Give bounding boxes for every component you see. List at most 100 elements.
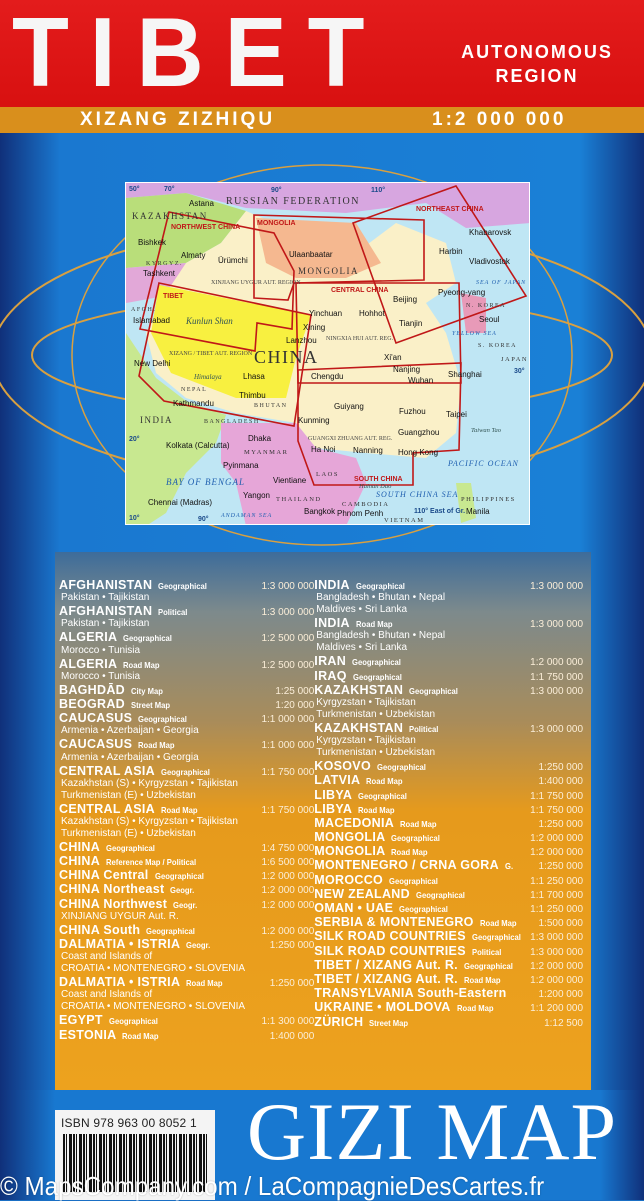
map-city-label: Tashkent <box>143 269 176 278</box>
catalog-title: CHINA Northwest <box>59 896 168 911</box>
catalog-item: MOROCCO Geographical 1:1 250 000 <box>314 873 583 887</box>
info-strip: XIZANG ZIZHIQU 1:2 000 000 <box>0 107 644 133</box>
catalog-item: EGYPT Geographical 1:1 300 000 <box>59 1013 314 1027</box>
overview-map: CHINA RUSSIAN FEDERATION KAZAKHSTAN MONGOLI… <box>125 182 530 525</box>
catalog-item: OMAN • UAE Geographical 1:1 250 000 <box>314 901 583 915</box>
catalog-scale: 1:4 750 000 <box>261 842 315 854</box>
label-box: MONGOLIA <box>257 220 296 227</box>
map-city-label: Hohhot <box>359 309 386 318</box>
catalog-type: Geographical <box>108 1016 158 1027</box>
catalog-type: Geographical <box>123 633 173 644</box>
catalog-coverage: Kyrgyzstan • Tajikistan <box>316 735 416 747</box>
land-philippines <box>456 483 476 523</box>
label-country: N. KOREA <box>466 303 506 309</box>
barcode <box>63 1134 207 1192</box>
map-city-label: Harbin <box>439 247 463 256</box>
catalog-title: BAGHDĀD <box>59 682 125 697</box>
catalog-item: LATVIA Road Map 1:400 000 <box>314 773 583 787</box>
label-country: LAOS <box>316 471 339 478</box>
coverage-boxes <box>138 185 528 486</box>
catalog-title: MACEDONIA <box>314 815 395 830</box>
box-northeast-china <box>351 185 528 345</box>
label-country: BHUTAN <box>254 403 288 409</box>
catalog-scale: 1:250 000 <box>269 978 315 990</box>
graticule-label: 10° <box>129 514 140 522</box>
catalog-item: DALMATIA • ISTRIA Road Map 1:250 000 Coast … <box>59 975 314 1013</box>
catalog-coverage: Turkmenistan (E) • Uzbekistan <box>61 827 196 839</box>
land-kazakhstan <box>126 193 246 268</box>
catalog-scale: 1:2 000 000 <box>261 871 315 883</box>
catalog-scale: 1:200 000 <box>538 989 584 1001</box>
map-city-label: Yangon <box>243 491 270 500</box>
catalog-type: Geogr. <box>170 885 195 896</box>
label-sea: SEA OF JAPAN <box>476 280 526 286</box>
label-box: NORTHWEST CHINA <box>171 224 240 231</box>
catalog-title: DALMATIA • ISTRIA <box>59 937 181 951</box>
catalog-coverage: Maldives • Sri Lanka <box>316 642 408 654</box>
map-city-label: Vladivostok <box>469 257 511 266</box>
catalog-scale: 1:250 000 <box>538 861 584 873</box>
catalog-type: Street Map <box>131 699 171 710</box>
label-country: KYRGYZ. <box>146 261 183 267</box>
label-region: NINGXIA HUI AUT. REG. <box>326 336 394 342</box>
local-name: XIZANG ZIZHIQU <box>80 109 276 130</box>
catalog-coverage: Bangladesh • Bhutan • Nepal <box>316 592 446 604</box>
header-band: TIBET AUTONOMOUS REGION <box>0 0 644 107</box>
catalog-title: SERBIA & MONTENEGRO <box>314 915 474 930</box>
catalog-title: MOROCCO <box>314 872 384 887</box>
catalog-title: EGYPT <box>59 1013 103 1028</box>
catalog-coverage: CROATIA • MONTENEGRO • SLOVENIA <box>61 963 246 975</box>
label-box: TIBET <box>163 293 184 300</box>
land-korea-japan <box>461 293 486 333</box>
map-city-label: Lanzhou <box>286 336 317 345</box>
map-city-label: Pyeong-yang <box>438 288 485 297</box>
catalog-title: KAZAKHSTAN <box>314 682 404 697</box>
catalog-title: ALGERIA <box>59 630 118 645</box>
catalog-coverage: CROATIA • MONTENEGRO • SLOVENIA <box>61 1001 246 1013</box>
catalog-item: DALMATIA • ISTRIA Geogr. 1:250 000 Coast an… <box>59 937 314 975</box>
catalog-type: Geographical <box>106 842 155 853</box>
catalog-title: NEW ZEALAND <box>314 886 410 901</box>
catalog-coverage: Armenia • Azerbaijan • Georgia <box>61 751 199 763</box>
catalog-coverage: Turkmenistan • Uzbekistan <box>316 747 436 759</box>
catalog-type: Geographical <box>471 932 521 943</box>
map-city-label: Lhasa <box>243 372 265 381</box>
catalog-title: TRANSYLVANIA South-Eastern <box>314 986 507 1001</box>
catalog-scale: 1:12 500 <box>544 1017 583 1029</box>
watermark: © MapsCompany.com / LaCompagnieDesCartes… <box>0 1171 545 1201</box>
catalog-item: TRANSYLVANIA South-Eastern 1:200 000 <box>314 986 583 1000</box>
label-feature: Himalaya <box>193 373 222 381</box>
catalog-item: MONGOLIA Geographical 1:2 000 000 <box>314 830 583 844</box>
graticule-label: 90° <box>198 515 209 523</box>
catalog-item: CHINA South Geographical 1:2 000 000 <box>59 923 314 937</box>
publisher-logo: GIZI MAP <box>246 1086 618 1177</box>
label-sea: BAY OF BENGAL <box>166 477 245 487</box>
catalog-item: IRAQ Geographical 1:1 750 000 <box>314 669 583 683</box>
catalog-scale: 1:1 700 000 <box>530 889 583 901</box>
box-mongolia <box>253 214 425 301</box>
catalog-title: CENTRAL ASIA <box>59 801 155 816</box>
catalog-item: ALGERIA Road Map 1:2 500 000 Morocco • Tuni… <box>59 657 314 683</box>
map-city-label: Vientiane <box>273 476 307 485</box>
catalog-scale: 1:1 750 000 <box>530 804 583 816</box>
catalog-type: Geographical <box>158 581 208 591</box>
label-country: CAMBODIA <box>342 501 389 508</box>
map-city-label: Xining <box>303 323 325 332</box>
catalog-scale: 1:1 000 000 <box>261 714 315 726</box>
catalog-type: Geographical <box>146 925 196 936</box>
label-sea: YELLOW SEA <box>452 331 497 337</box>
label-country: MONGOLIA <box>298 266 359 276</box>
catalog-type: Geographical <box>463 960 513 971</box>
catalog-item: CHINA Geographical 1:4 750 000 <box>59 840 314 854</box>
catalog-scale: 1:400 000 <box>538 776 584 788</box>
label-country: PHILIPPINES <box>461 496 516 503</box>
label-feature: Taiwan Tao <box>471 427 502 434</box>
catalog-title: BEOGRAD <box>59 696 125 711</box>
catalog-scale: 1:2 000 000 <box>530 974 583 986</box>
catalog-type: Road Map <box>400 818 437 829</box>
catalog-title: LATVIA <box>314 773 361 788</box>
catalog-item: SERBIA & MONTENEGRO Road Map 1:500 000 <box>314 915 583 929</box>
catalog-coverage: Pakistan • Tajikistan <box>61 618 150 630</box>
catalog-title: KAZAKHSTAN <box>314 720 404 735</box>
catalog-scale: 1:1 250 000 <box>530 904 583 915</box>
